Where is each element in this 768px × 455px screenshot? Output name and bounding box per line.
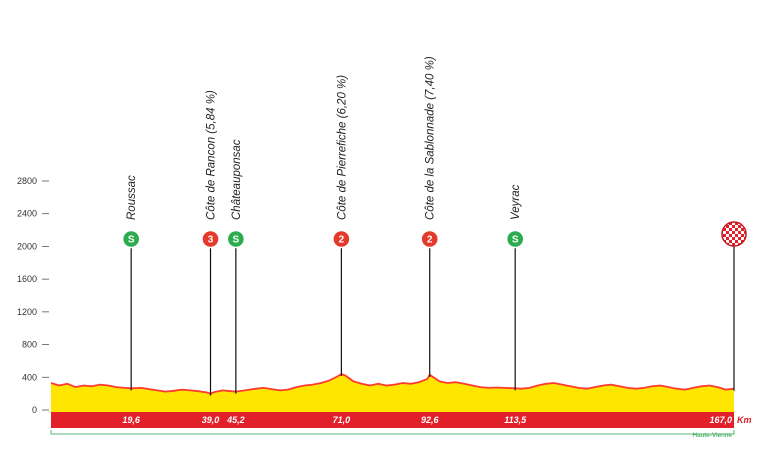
waypoint-name-label: Veyrac — [510, 184, 522, 220]
badge-label: S — [233, 235, 240, 246]
badge-label: S — [512, 235, 519, 246]
badge-label: S — [128, 235, 135, 246]
climb-category-badge-icon — [201, 229, 220, 249]
elevation-area — [51, 374, 734, 412]
y-tick-label: 400 — [22, 372, 37, 382]
x-unit-label: Km — [737, 415, 752, 425]
waypoint-km-label: 19,6 — [122, 415, 141, 425]
y-tick-label: 2000 — [17, 241, 37, 251]
region-label: Haute-Vienne — [692, 432, 732, 439]
distance-band-layer: Haute-Vienne Km — [50, 412, 752, 439]
sprint-badge-icon — [121, 229, 141, 249]
waypoint-km-label: 39,0 — [202, 415, 220, 425]
elevation-area-layer — [50, 373, 735, 412]
distance-band — [51, 412, 734, 428]
y-tick-label: 2400 — [17, 209, 37, 219]
y-tick-label: 1200 — [17, 307, 37, 317]
waypoint-km-label: 92,6 — [421, 415, 440, 425]
climb-category-badge-icon — [332, 229, 351, 249]
finish-flag-icon — [721, 221, 747, 247]
waypoints-layer: S Roussac 19,6 3 Côte de Rancon (5,84 %) 39,0… — [121, 56, 747, 425]
waypoint-name-label: Châteauponsac — [231, 139, 243, 220]
waypoint-km-label: 113,5 — [504, 415, 527, 425]
badge-label: 2 — [427, 235, 433, 246]
sprint-badge-icon — [505, 229, 525, 249]
region-bracket — [50, 430, 735, 435]
y-axis: 0 400 800 1200 1600 2000 2400 2800 — [17, 176, 49, 415]
waypoint-name-label: Côte de la Sablonnade (7,40 %) — [425, 56, 437, 220]
waypoint-km-label: 167,0 — [709, 415, 732, 425]
waypoint-name-label: Roussac — [126, 175, 138, 220]
waypoint-km-label: 45,2 — [226, 415, 245, 425]
badge-label: 2 — [339, 235, 345, 246]
y-tick-label: 800 — [22, 340, 37, 350]
waypoint-name-label: Côte de Pierrefiche (6,20 %) — [336, 75, 348, 220]
y-tick-label: 0 — [32, 405, 37, 415]
waypoint-km-label: 71,0 — [333, 415, 351, 425]
badge-label: 3 — [208, 235, 214, 246]
y-tick-label: 2800 — [17, 176, 37, 186]
waypoint-name-label: Côte de Rancon (5,84 %) — [206, 90, 218, 220]
sprint-badge-icon — [226, 229, 246, 249]
elevation-line — [50, 373, 735, 395]
y-tick-label: 1600 — [17, 274, 37, 284]
climb-category-badge-icon — [420, 229, 439, 249]
